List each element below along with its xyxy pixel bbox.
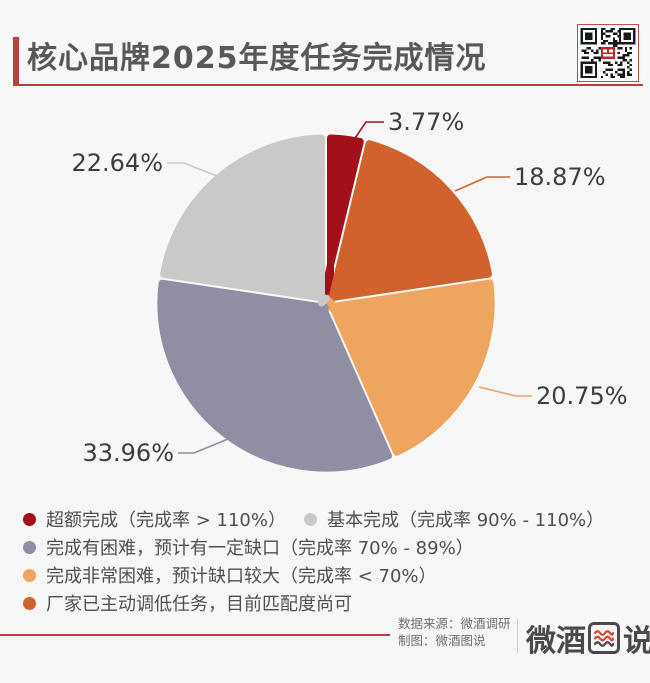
slice-percent-label-2: 20.75% <box>536 382 628 410</box>
legend-dot-icon <box>23 512 36 526</box>
legend-label: 基本完成（完成率 90% - 110%） <box>327 510 605 531</box>
legend-row: 超额完成（完成率 > 110%） 基本完成（完成率 90% - 110%） <box>23 505 604 533</box>
brand-logo: 微酒 说 <box>526 616 650 660</box>
slice-percent-label-3: 33.96% <box>82 439 174 467</box>
pie-slice-0 <box>318 134 364 307</box>
page-title: 核心品牌2025年度任务完成情况 <box>27 41 487 76</box>
legend-label: 完成非常困难，预计缺口较大（完成率 < 70%） <box>46 566 437 587</box>
logo-char-wei: 微 <box>526 624 556 659</box>
chart-legend: 超额完成（完成率 > 110%） 基本完成（完成率 90% - 110%） 完成有困… <box>23 505 604 617</box>
chart-credit-text: 制图：微酒图说 <box>398 633 486 648</box>
logo-wave-icon <box>593 630 615 647</box>
legend-item-1: 基本完成（完成率 90% - 110%） <box>304 506 604 532</box>
pie-slice-2 <box>323 279 495 456</box>
legend-item-2: 完成有困难，预计有一定缺口（完成率 70% - 89%） <box>23 534 474 560</box>
legend-item-0: 超额完成（完成率 > 110%） <box>23 506 286 532</box>
legend-dot-icon <box>23 568 36 582</box>
footer-divider-line <box>0 634 390 636</box>
leader-line-2 <box>478 386 532 397</box>
legend-item-4: 厂家已主动调低任务，目前匹配度尚可 <box>23 590 352 616</box>
leader-line-3 <box>178 438 229 454</box>
pie-slice-4 <box>160 134 331 307</box>
pie-slice-1 <box>321 140 492 308</box>
source-block: 数据来源：微酒调研 制图：微酒图说 <box>398 615 511 649</box>
legend-label: 超额完成（完成率 > 110%） <box>46 510 286 531</box>
logo-char-shuo: 说 <box>623 624 650 659</box>
legend-dot-icon <box>23 540 36 554</box>
logo-tu-glyph <box>588 622 620 654</box>
legend-dot-icon <box>23 596 36 610</box>
leader-line-4 <box>167 162 218 177</box>
slice-percent-label-4: 22.64% <box>71 149 163 177</box>
legend-item-3: 完成非常困难，预计缺口较大（完成率 < 70%） <box>23 562 437 588</box>
legend-row: 完成有困难，预计有一定缺口（完成率 70% - 89%） <box>23 533 604 561</box>
logo-char-jiu: 酒 <box>556 624 586 659</box>
qr-code <box>577 24 639 82</box>
qr-code-pattern <box>578 25 638 81</box>
footer-vertical-divider <box>517 619 518 653</box>
legend-label: 完成有困难，预计有一定缺口（完成率 70% - 89%） <box>46 538 474 559</box>
leader-line-1 <box>454 176 510 192</box>
title-accent-bar <box>13 37 19 85</box>
legend-row: 完成非常困难，预计缺口较大（完成率 < 70%） <box>23 561 604 589</box>
legend-row: 厂家已主动调低任务，目前匹配度尚可 <box>23 589 604 617</box>
data-source-text: 数据来源：微酒调研 <box>398 616 511 631</box>
leader-line-0 <box>346 121 384 151</box>
legend-dot-icon <box>304 512 317 526</box>
slice-percent-label-0: 3.77% <box>388 108 464 136</box>
legend-label: 厂家已主动调低任务，目前匹配度尚可 <box>46 594 352 615</box>
pie-slice-3 <box>157 279 392 472</box>
slice-percent-label-1: 18.87% <box>514 163 606 191</box>
title-underline <box>13 84 643 86</box>
